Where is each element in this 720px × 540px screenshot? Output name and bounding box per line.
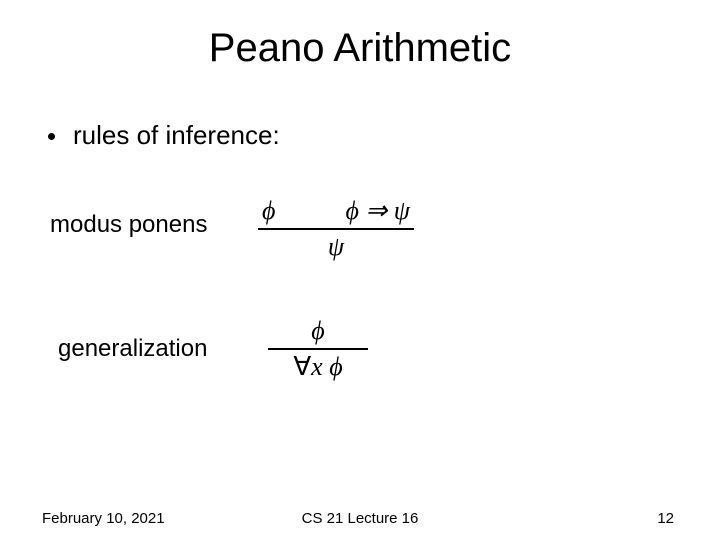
premise-phi: ϕ: [311, 316, 324, 345]
inference-rule-modus-ponens: ϕ ϕ ⇒ ψ ψ: [258, 196, 414, 262]
conclusion-row: ψ: [258, 230, 414, 262]
premise-row: ϕ: [268, 316, 368, 348]
page-title: Peano Arithmetic: [0, 26, 720, 71]
premise-implication: ϕ ⇒ ψ: [345, 196, 409, 226]
bullet-dot-icon: [48, 133, 55, 140]
premise-row: ϕ ϕ ⇒ ψ: [258, 196, 414, 228]
conclusion-forall: ∀x ϕ: [293, 352, 342, 381]
rule-label-generalization: generalization: [58, 335, 207, 363]
premise-phi: ϕ: [262, 196, 275, 226]
conclusion-row: ∀x ϕ: [268, 350, 368, 382]
footer-course: CS 21 Lecture 16: [0, 510, 720, 527]
bullet-item: rules of inference:: [48, 120, 280, 151]
footer-page-number: 12: [657, 510, 674, 527]
slide: Peano Arithmetic rules of inference: mod…: [0, 0, 720, 540]
conclusion-psi: ψ: [328, 232, 344, 261]
bullet-text: rules of inference:: [73, 120, 280, 151]
inference-rule-generalization: ϕ ∀x ϕ: [268, 316, 368, 382]
rule-label-modus-ponens: modus ponens: [50, 211, 207, 239]
